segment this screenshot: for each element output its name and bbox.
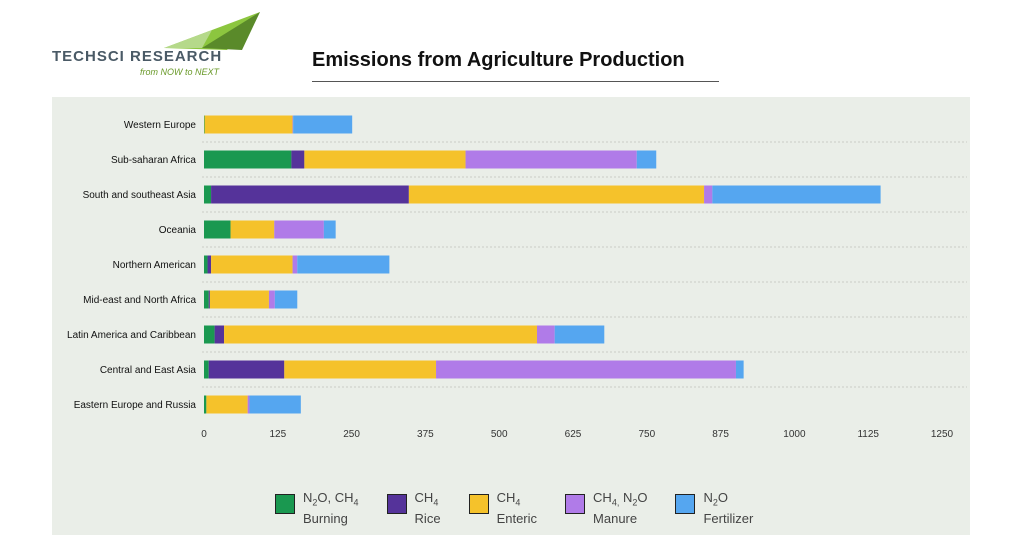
bar-segment-fertilizer xyxy=(712,185,881,204)
legend-label: N2O, CH4 Burning xyxy=(303,490,359,526)
logo-name: TECHSCI RESEARCH xyxy=(52,48,223,65)
x-tick-label: 750 xyxy=(638,429,655,440)
bar-segment-manure xyxy=(247,395,250,414)
legend-label: CH4 Enteric xyxy=(496,490,538,526)
bar-segment-rice xyxy=(214,325,225,344)
bar-segment-fertilizer xyxy=(323,220,336,239)
bar-segment-fertilizer xyxy=(297,255,390,274)
bar-segment-burning xyxy=(204,325,215,344)
legend-item-rice: CH4 Rice xyxy=(386,490,441,526)
legend-label: CH4, N2O Manure xyxy=(593,490,648,526)
legend-item-fertilizer: N2O Fertilizer xyxy=(675,490,753,526)
logo-tagline: from NOW to NEXT xyxy=(140,67,220,77)
logo-swoosh-icon xyxy=(164,12,260,50)
bar-segment-enteric xyxy=(206,395,248,414)
legend-swatch xyxy=(386,494,407,514)
bar-segment-rice xyxy=(207,255,212,274)
category-label: Oceania xyxy=(159,225,197,236)
x-tick-label: 250 xyxy=(343,429,360,440)
x-tick-label: 0 xyxy=(201,429,207,440)
category-label: South and southeast Asia xyxy=(83,190,197,201)
bar-segment-manure xyxy=(536,325,555,344)
category-label: Sub-saharan Africa xyxy=(111,155,196,166)
bar-segment-manure xyxy=(292,255,298,274)
bar-segment-burning xyxy=(204,290,209,309)
category-label: Eastern Europe and Russia xyxy=(74,400,197,411)
legend-label: CH4 Rice xyxy=(414,490,441,526)
stacked-bar-chart: Western Europe Sub-saharan Africa South an… xyxy=(67,115,967,440)
bar-segment-burning xyxy=(204,115,205,134)
bar-segment-fertilizer xyxy=(554,325,605,344)
bar-segment-enteric xyxy=(209,290,269,309)
bar-segment-burning xyxy=(204,220,231,239)
bar-segment-enteric xyxy=(304,150,466,169)
category-label: Northern American xyxy=(113,260,196,271)
x-tick-label: 500 xyxy=(491,429,508,440)
bar-segment-manure xyxy=(465,150,637,169)
bar-segment-fertilizer xyxy=(636,150,657,169)
bar-segment-enteric xyxy=(230,220,275,239)
bar-segment-manure xyxy=(704,185,713,204)
x-tick-label: 1000 xyxy=(783,429,806,440)
bar-segment-enteric xyxy=(211,255,293,274)
bar-segment-enteric xyxy=(204,115,293,134)
page-title: Emissions from Agriculture Production xyxy=(312,49,685,71)
legend-label: N2O Fertilizer xyxy=(703,490,754,526)
x-tick-label: 125 xyxy=(269,429,286,440)
bar-segment-fertilizer xyxy=(274,290,298,309)
x-tick-label: 1250 xyxy=(931,429,954,440)
title-underline xyxy=(312,81,719,82)
bar-segment-manure xyxy=(268,290,275,309)
techsci-logo: TECHSCI RESEARCH from NOW to NEXT xyxy=(52,10,267,78)
category-label: Western Europe xyxy=(124,120,197,131)
category-label: Latin America and Caribbean xyxy=(67,330,196,341)
bar-segment-rice xyxy=(208,290,210,309)
x-tick-label: 625 xyxy=(565,429,582,440)
bar-segment-manure xyxy=(436,360,736,379)
legend-item-burning: N2O, CH4 Burning xyxy=(275,490,359,526)
bar-segment-enteric xyxy=(408,185,705,204)
chart-panel: Western Europe Sub-saharan Africa South an… xyxy=(52,97,970,535)
chart-legend: N2O, CH4 Burning CH4 Rice CH4 Enteric CH4, N2O… xyxy=(275,490,753,526)
bar-segment-fertilizer xyxy=(293,115,353,134)
bar-segment-fertilizer xyxy=(735,360,744,379)
legend-item-manure: CH4, N2O Manure xyxy=(565,490,647,526)
legend-swatch xyxy=(468,494,489,514)
legend-swatch xyxy=(675,494,696,514)
legend-swatch xyxy=(565,494,586,514)
legend-swatch xyxy=(275,494,295,514)
x-tick-label: 1125 xyxy=(857,429,879,440)
x-tick-label: 375 xyxy=(417,429,434,440)
bar-segment-burning xyxy=(204,255,208,274)
category-label: Mid-east and North Africa xyxy=(83,295,196,306)
bar-segment-burning xyxy=(204,185,212,204)
legend-item-enteric: CH4 Enteric xyxy=(468,490,538,526)
bar-segment-enteric xyxy=(224,325,537,344)
bar-segment-rice xyxy=(208,360,285,379)
bar-segment-fertilizer xyxy=(249,395,301,414)
bar-segment-enteric xyxy=(284,360,437,379)
x-tick-label: 875 xyxy=(712,429,729,440)
bar-segment-burning xyxy=(204,150,292,169)
bar-segment-manure xyxy=(274,220,324,239)
bar-segment-rice xyxy=(211,185,409,204)
bar-segment-manure xyxy=(292,115,294,134)
bar-segment-burning xyxy=(204,360,209,379)
category-label: Central and East Asia xyxy=(100,365,197,376)
bar-segment-burning xyxy=(204,395,207,414)
bar-segment-rice xyxy=(291,150,305,169)
